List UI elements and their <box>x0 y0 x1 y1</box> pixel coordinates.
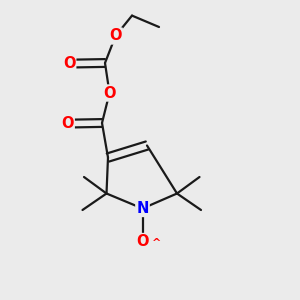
Text: O: O <box>136 234 149 249</box>
Text: O: O <box>103 85 116 100</box>
Text: ^: ^ <box>152 238 161 248</box>
Text: N: N <box>136 201 149 216</box>
Text: O: O <box>63 56 75 71</box>
Text: O: O <box>109 28 122 44</box>
Text: O: O <box>61 116 74 131</box>
